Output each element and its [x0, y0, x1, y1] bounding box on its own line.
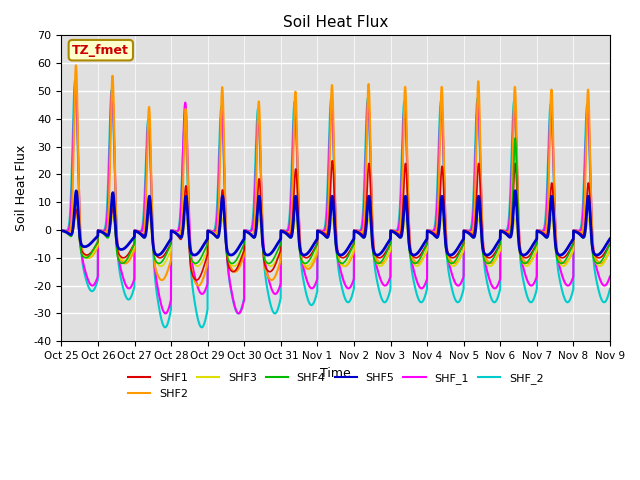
SHF1 [292, 166, 300, 172]
SHF1 [536, 228, 544, 234]
SHF2 [195, 283, 202, 288]
Line: SHF3: SHF3 [61, 215, 610, 266]
Line: SHF2: SHF2 [61, 65, 610, 286]
SHF4 [292, 196, 300, 202]
Line: SHF5: SHF5 [61, 191, 610, 255]
SHF_2 [153, 290, 161, 296]
SHF1 [606, 240, 614, 246]
SHF_2 [71, 77, 79, 83]
SHF3 [120, 258, 128, 264]
SHF_2 [596, 291, 604, 297]
SHF3 [268, 263, 276, 269]
Line: SHF_1: SHF_1 [61, 82, 610, 313]
SHF4 [153, 260, 161, 265]
SHF_2 [292, 117, 300, 122]
Line: SHF1: SHF1 [61, 161, 610, 280]
SHF4 [596, 260, 604, 266]
SHF5 [596, 251, 604, 257]
X-axis label: Time: Time [320, 367, 351, 380]
SHF_1 [72, 79, 79, 84]
Text: TZ_fmet: TZ_fmet [72, 44, 129, 57]
SHF2 [292, 94, 300, 99]
SHF_1 [268, 288, 276, 293]
SHF1 [268, 268, 276, 274]
SHF_1 [606, 274, 614, 279]
SHF4 [120, 260, 128, 265]
SHF3 [606, 247, 614, 252]
SHF_1 [596, 275, 604, 281]
SHF5 [536, 229, 544, 235]
Legend: SHF1, SHF2, SHF3, SHF4, SHF5, SHF_1, SHF_2: SHF1, SHF2, SHF3, SHF4, SHF5, SHF_1, SHF… [124, 369, 548, 403]
SHF3 [157, 263, 164, 269]
SHF4 [536, 229, 544, 235]
SHF_1 [292, 114, 300, 120]
SHF3 [58, 228, 65, 233]
SHF_2 [198, 324, 205, 330]
SHF4 [511, 135, 519, 141]
SHF_2 [120, 289, 128, 295]
SHF5 [268, 250, 276, 255]
SHF_2 [606, 286, 614, 292]
SHF2 [153, 270, 161, 276]
SHF2 [72, 62, 80, 68]
SHF2 [596, 260, 604, 266]
SHF_1 [58, 228, 65, 233]
SHF5 [154, 252, 162, 258]
SHF5 [58, 228, 65, 233]
SHF2 [120, 260, 128, 266]
SHF5 [292, 193, 300, 199]
Line: SHF4: SHF4 [61, 138, 610, 264]
SHF1 [153, 253, 161, 259]
SHF_2 [58, 228, 65, 233]
SHF1 [58, 228, 65, 233]
SHF3 [596, 263, 604, 269]
SHF4 [268, 258, 276, 264]
SHF1 [120, 255, 128, 261]
SHF3 [153, 260, 161, 265]
SHF2 [536, 228, 544, 234]
Y-axis label: Soil Heat Flux: Soil Heat Flux [15, 145, 28, 231]
SHF3 [536, 228, 544, 234]
SHF5 [511, 188, 519, 193]
SHF4 [58, 228, 65, 234]
SHF4 [118, 261, 126, 266]
SHF2 [268, 277, 276, 283]
SHF3 [292, 216, 300, 222]
SHF3 [72, 212, 80, 218]
SHF_2 [268, 307, 276, 312]
SHF1 [596, 255, 604, 261]
SHF2 [606, 247, 614, 253]
SHF5 [606, 236, 614, 242]
SHF4 [606, 241, 614, 247]
Line: SHF_2: SHF_2 [61, 80, 610, 327]
SHF5 [120, 246, 128, 252]
SHF_2 [536, 228, 544, 234]
SHF_1 [153, 279, 161, 285]
SHF_1 [120, 278, 128, 284]
SHF1 [193, 277, 200, 283]
SHF5 [153, 252, 161, 258]
SHF_1 [536, 228, 544, 233]
SHF_1 [162, 311, 170, 316]
Title: Soil Heat Flux: Soil Heat Flux [283, 15, 388, 30]
SHF2 [58, 228, 65, 233]
SHF1 [328, 158, 336, 164]
